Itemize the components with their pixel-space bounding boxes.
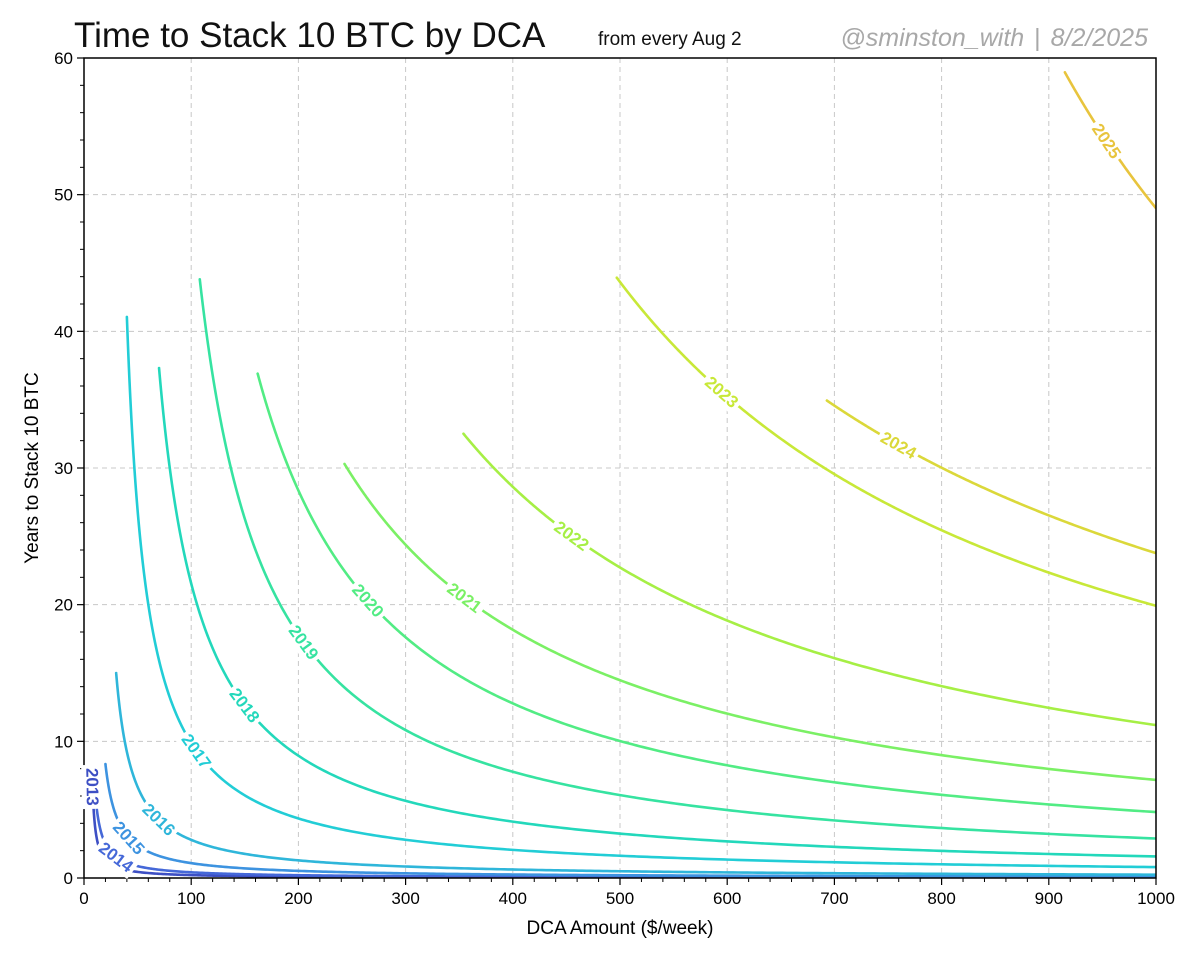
series-line-2018 <box>157 366 1156 858</box>
series-line-2016 <box>114 671 1156 876</box>
series-line-2017 <box>125 315 1156 869</box>
x-tick-label: 600 <box>713 889 741 908</box>
series-label-bg-2016 <box>135 796 183 843</box>
series-label-bg-2025 <box>1085 116 1129 166</box>
series-label-bg-2013 <box>81 764 105 810</box>
series-label-bg-2022 <box>547 513 597 558</box>
series-line-2015 <box>104 762 1156 878</box>
y-tick-label: 10 <box>54 732 73 751</box>
series-label-bg-2020 <box>345 576 391 625</box>
series-label-bg-2023 <box>698 369 746 415</box>
y-axis-label: Years to Stack 10 BTC <box>22 372 43 564</box>
credit-separator: | <box>1034 24 1041 52</box>
y-tick-label: 60 <box>54 49 73 68</box>
x-tick-label: 900 <box>1035 889 1063 908</box>
chart-header: Time to Stack 10 BTC by DCA from every A… <box>0 0 1200 58</box>
series-label-bg-2017 <box>174 726 219 776</box>
y-tick-label: 30 <box>54 459 73 478</box>
series-line-2025 <box>1063 71 1156 210</box>
y-tick-label: 40 <box>54 322 73 341</box>
series-line-2022 <box>462 432 1156 727</box>
credit-date: 8/2/2025 <box>1050 24 1148 52</box>
series-line-2020 <box>256 372 1156 814</box>
y-tick-label: 0 <box>64 869 73 888</box>
x-axis-label: DCA Amount ($/week) <box>527 918 714 939</box>
series-label-bg-2021 <box>440 575 489 620</box>
x-tick-label: 1000 <box>1137 889 1175 908</box>
curves <box>91 71 1156 878</box>
series-label-2013: 2013 <box>82 768 102 806</box>
x-tick-label: 300 <box>391 889 419 908</box>
series-line-2019 <box>198 277 1156 840</box>
series-line-2021 <box>343 462 1156 782</box>
x-tick-label: 100 <box>177 889 205 908</box>
author-handle: @sminston_with <box>840 24 1025 52</box>
grid-lines <box>84 58 1156 878</box>
series-label-bg-2014 <box>92 834 141 880</box>
x-tick-label: 800 <box>927 889 955 908</box>
x-tick-label: 700 <box>820 889 848 908</box>
credit-line: @sminston_with | 8/2/2025 <box>840 24 1148 53</box>
chart-title: Time to Stack 10 BTC by DCA <box>74 16 546 55</box>
chart-subtitle: from every Aug 2 <box>598 29 742 50</box>
axis-ticks: 0 100 200 300 400 500 600 700 800 900 1000 0 10 20 30 4… <box>54 49 1175 908</box>
x-tick-label: 500 <box>606 889 634 908</box>
x-tick-label: 400 <box>499 889 527 908</box>
x-tick-label: 0 <box>79 889 88 908</box>
x-tick-label: 200 <box>284 889 312 908</box>
series-line-2024 <box>825 399 1156 555</box>
y-tick-label: 20 <box>54 596 73 615</box>
series-label-bg-2018 <box>222 680 267 730</box>
series-label-bg-2015 <box>106 814 152 862</box>
y-tick-label: 50 <box>54 186 73 205</box>
series-label-bg-2024 <box>874 424 924 466</box>
series-label-bg-2019 <box>281 617 326 667</box>
